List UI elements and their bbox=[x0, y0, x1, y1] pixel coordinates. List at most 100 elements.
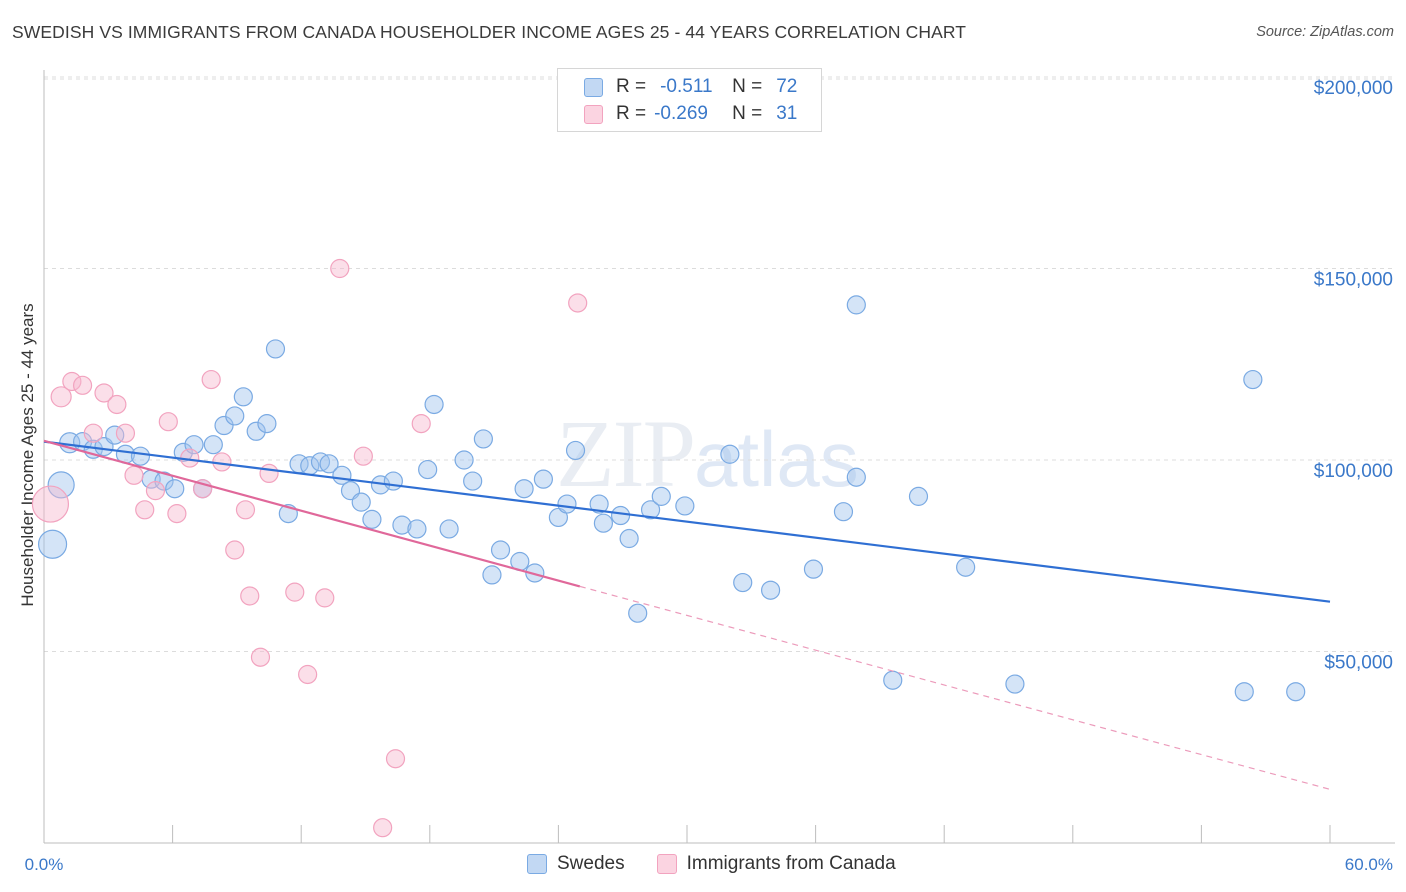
r-value: -0.511 bbox=[660, 76, 713, 97]
x-tick-label-min: 0.0% bbox=[25, 855, 64, 874]
swedes-point bbox=[482, 565, 502, 585]
chart-title: SWEDISH VS IMMIGRANTS FROM CANADA HOUSEH… bbox=[12, 22, 967, 42]
n-label: N = bbox=[732, 76, 763, 97]
stats-row-canada: R = -0.269 N = 31 bbox=[584, 102, 797, 126]
swedes-point bbox=[619, 528, 639, 549]
y-tick-label: $100,000 bbox=[1314, 461, 1393, 482]
swedes-point bbox=[651, 486, 671, 506]
swedes-point bbox=[130, 446, 151, 466]
swedes-point bbox=[533, 469, 553, 489]
canada-point bbox=[83, 423, 103, 443]
canada-point bbox=[330, 258, 350, 279]
swedes-point bbox=[463, 471, 483, 491]
legend-item-swedes[interactable]: Swedes bbox=[527, 853, 625, 875]
swedes-point bbox=[424, 394, 444, 415]
canada-point bbox=[259, 463, 279, 484]
y-tick-label: $150,000 bbox=[1314, 270, 1393, 291]
canada-point bbox=[31, 485, 70, 523]
canada-point bbox=[373, 818, 393, 838]
canada-point bbox=[201, 369, 221, 390]
swedes-point bbox=[47, 471, 75, 499]
swedes-point bbox=[246, 421, 266, 441]
canada-point bbox=[124, 465, 144, 485]
canada-point bbox=[225, 540, 245, 560]
swedes-point bbox=[225, 406, 245, 426]
swedes-point bbox=[833, 502, 854, 522]
swedes-point bbox=[846, 295, 866, 315]
swedes-point bbox=[565, 440, 586, 461]
canada-trend-line bbox=[43, 439, 581, 588]
swedes-point bbox=[203, 435, 223, 455]
y-tick-label: $50,000 bbox=[1324, 653, 1393, 674]
r-label: R = bbox=[616, 103, 647, 124]
swedes-point bbox=[362, 509, 382, 529]
swedes-point bbox=[514, 479, 534, 499]
y-tick-label: $200,000 bbox=[1314, 78, 1393, 99]
swedes-point bbox=[407, 519, 427, 539]
swedes-point bbox=[454, 450, 474, 470]
swedes-point bbox=[1005, 674, 1025, 694]
canada-point bbox=[72, 375, 93, 395]
watermark: ZIPatlas bbox=[556, 398, 859, 509]
swedes-point bbox=[548, 507, 569, 528]
legend-label-swedes: Swedes bbox=[557, 853, 625, 874]
swedes-point bbox=[233, 387, 253, 407]
swedes-point bbox=[37, 529, 68, 559]
n-value: 72 bbox=[776, 76, 798, 97]
r-value: -0.269 bbox=[654, 103, 708, 124]
swedes-point bbox=[675, 496, 695, 516]
swedes-point bbox=[490, 540, 511, 560]
canada-point bbox=[240, 586, 260, 606]
canada-point bbox=[115, 423, 136, 443]
canada-point bbox=[62, 371, 82, 392]
watermark-zip: ZIP bbox=[556, 400, 696, 507]
swedes-point bbox=[525, 563, 545, 583]
canada-point bbox=[568, 293, 588, 313]
n-value: 31 bbox=[776, 103, 798, 124]
canada-point bbox=[135, 500, 155, 520]
swedes-point bbox=[383, 471, 403, 491]
swedes-point bbox=[956, 557, 976, 577]
swedes-point bbox=[908, 486, 929, 506]
swedes-point bbox=[760, 580, 781, 600]
swedes-point bbox=[733, 572, 753, 593]
swedes-point bbox=[392, 515, 412, 535]
canada-point bbox=[107, 394, 127, 415]
canada-point bbox=[145, 481, 166, 501]
canada-point bbox=[167, 504, 187, 524]
canada-legend-swatch bbox=[656, 854, 677, 874]
canada-point bbox=[235, 500, 256, 520]
swedes-point bbox=[351, 492, 371, 512]
legend-label-canada: Immigrants from Canada bbox=[686, 853, 896, 874]
swedes-point bbox=[165, 479, 185, 499]
swedes-point bbox=[557, 494, 577, 514]
swedes-trend-line bbox=[43, 440, 1331, 603]
swedes-point bbox=[628, 603, 648, 623]
canada-point bbox=[50, 386, 72, 408]
watermark-atlas: atlas bbox=[694, 415, 859, 503]
swedes-point bbox=[589, 494, 609, 514]
swedes-point bbox=[473, 429, 493, 449]
r-label: R = bbox=[616, 76, 647, 97]
swedes-point bbox=[418, 459, 438, 480]
swedes-swatch bbox=[584, 77, 603, 97]
canada-point bbox=[315, 588, 335, 608]
swedes-point bbox=[439, 519, 459, 539]
canada-point bbox=[298, 664, 318, 685]
canada-point bbox=[411, 414, 431, 434]
stats-legend: R = -0.511 N = 72 R = -0.269 N = 31 bbox=[557, 68, 822, 132]
x-tick-label-max: 60.0% bbox=[1345, 855, 1393, 874]
canada-point bbox=[353, 446, 373, 466]
swedes-point bbox=[319, 454, 339, 474]
legend-item-canada[interactable]: Immigrants from Canada bbox=[656, 853, 896, 875]
canada-point bbox=[250, 647, 271, 667]
stats-row-swedes: R = -0.511 N = 72 bbox=[584, 75, 797, 99]
swedes-point bbox=[1286, 682, 1306, 702]
source-label: Source: ZipAtlas.com bbox=[1256, 24, 1394, 40]
canada-point bbox=[385, 749, 406, 769]
swedes-point bbox=[610, 505, 631, 526]
swedes-point bbox=[640, 500, 661, 520]
swedes-point bbox=[593, 513, 614, 533]
swedes-point bbox=[1234, 682, 1254, 702]
